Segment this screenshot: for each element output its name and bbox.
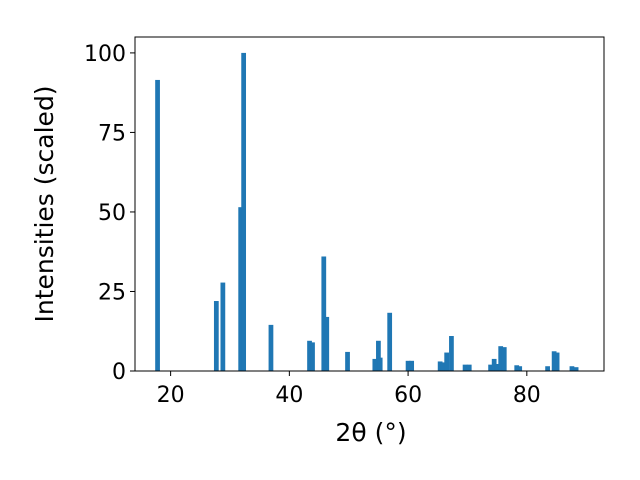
x-tick-label: 60: [394, 383, 422, 408]
bar-1: [213, 301, 219, 371]
y-tick-label: 0: [112, 360, 126, 385]
y-tick-label: 75: [98, 121, 126, 146]
bar-16: [409, 360, 415, 371]
bar-28: [514, 365, 520, 371]
bar-21: [462, 364, 468, 371]
bar-7: [310, 342, 315, 371]
y-tick-label: 100: [84, 42, 126, 67]
bar-10: [345, 351, 350, 371]
bar-12: [376, 340, 381, 371]
bar-34: [573, 367, 579, 371]
bar-29: [517, 366, 523, 371]
bar-15: [405, 360, 411, 371]
bar-26: [498, 346, 504, 371]
x-tick-label: 80: [513, 383, 541, 408]
bar-32: [554, 352, 560, 371]
bar-13: [377, 357, 383, 371]
bar-20: [449, 336, 454, 371]
bar-4: [241, 52, 247, 372]
bar-8: [321, 256, 327, 371]
bar-6: [307, 340, 312, 371]
bar-9: [324, 316, 330, 371]
bar-0: [155, 79, 160, 371]
x-tick-label: 20: [157, 383, 185, 408]
x-axis-label: 2θ (°): [335, 418, 406, 447]
bar-2: [220, 282, 226, 371]
bar-25: [494, 364, 499, 371]
y-tick-label: 50: [98, 201, 126, 226]
plot-frame: [134, 36, 605, 372]
bar-19: [444, 352, 450, 371]
bar-31: [551, 351, 557, 371]
bar-33: [569, 366, 575, 371]
bar-27: [501, 347, 507, 371]
bar-18: [440, 362, 446, 371]
bar-30: [545, 366, 550, 371]
x-tick-label: 40: [275, 383, 303, 408]
y-tick-label: 25: [98, 280, 126, 305]
x-axis-ticks: 20 40 60 80: [157, 371, 541, 408]
bar-22: [466, 364, 472, 371]
bar-11: [372, 358, 378, 371]
bar-5: [268, 324, 274, 371]
bar-14: [387, 312, 393, 371]
y-axis-ticks: 0 25 50 75 100: [84, 42, 135, 385]
y-axis-label: Intensities (scaled): [30, 85, 59, 322]
bar-23: [488, 364, 493, 371]
bar-series: [155, 52, 579, 372]
bar-17: [437, 361, 443, 371]
bar-3: [238, 207, 244, 371]
